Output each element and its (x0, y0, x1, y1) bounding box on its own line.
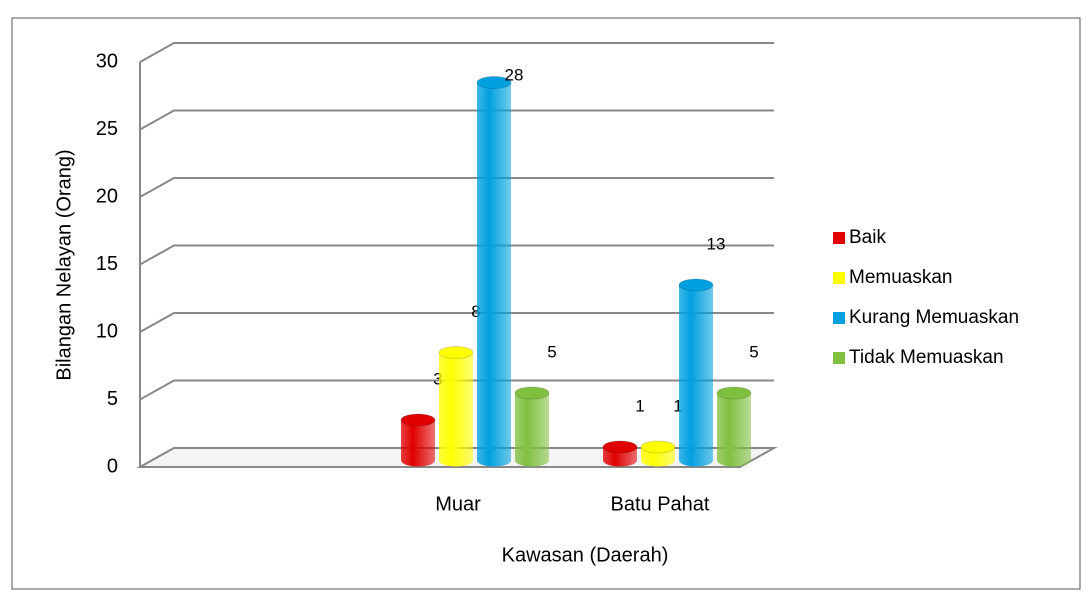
bar (476, 76, 512, 467)
bar-body (679, 285, 713, 467)
data-label: 3 (433, 369, 442, 388)
bar-top (678, 278, 714, 292)
y-tick-label: 20 (96, 185, 118, 207)
bar-top (438, 346, 474, 359)
x-tick-label: Muar (435, 493, 481, 515)
bar (438, 346, 474, 467)
legend-label: Memuaskan (849, 267, 953, 288)
legend-label: Tidak Memuaskan (849, 347, 1004, 368)
x-axis-title: Kawasan (Daerah) (502, 544, 669, 566)
data-label: 13 (707, 234, 726, 253)
legend-swatch (833, 272, 845, 284)
chart-border (11, 17, 1081, 590)
y-tick-label: 30 (96, 50, 118, 72)
y-tick-label: 25 (96, 118, 118, 140)
data-label: 1 (635, 396, 644, 415)
bar-top (602, 440, 638, 454)
bar (514, 386, 550, 467)
bar (400, 413, 436, 467)
bar (678, 278, 714, 467)
legend-swatch (833, 232, 845, 244)
bar-top (476, 76, 512, 89)
legend-label: Baik (849, 227, 886, 248)
bar-top (514, 386, 550, 400)
x-tick-label: Batu Pahat (611, 493, 710, 515)
bar-body (439, 352, 473, 467)
bar (602, 440, 638, 467)
y-tick-label: 0 (107, 455, 118, 477)
bar-body (401, 420, 435, 467)
bar-body (477, 82, 511, 467)
y-tick-label: 10 (96, 320, 118, 342)
legend-swatch (833, 352, 845, 364)
data-label: 5 (547, 342, 556, 361)
data-label: 28 (505, 65, 524, 84)
bar (640, 440, 676, 467)
y-tick-label: 15 (96, 253, 118, 275)
data-label: 5 (749, 342, 758, 361)
bar-body (717, 393, 751, 467)
grid-line (139, 42, 774, 63)
y-tick-label: 5 (107, 388, 118, 410)
bar-top (640, 440, 676, 454)
legend-label: Kurang Memuaskan (849, 307, 1019, 328)
grid-line (139, 244, 774, 266)
grid-line (139, 379, 774, 401)
data-label: 1 (673, 396, 682, 415)
bar-top (400, 413, 436, 427)
data-label: 8 (471, 302, 480, 321)
grid-line (139, 312, 774, 333)
grid-line (139, 109, 774, 131)
legend-swatch (833, 312, 845, 324)
grid-line (139, 177, 774, 198)
bar-top (716, 386, 752, 400)
bar (716, 386, 752, 467)
bar-body (515, 393, 549, 467)
y-axis-title: Bilangan Nelayan (Orang) (53, 149, 75, 380)
